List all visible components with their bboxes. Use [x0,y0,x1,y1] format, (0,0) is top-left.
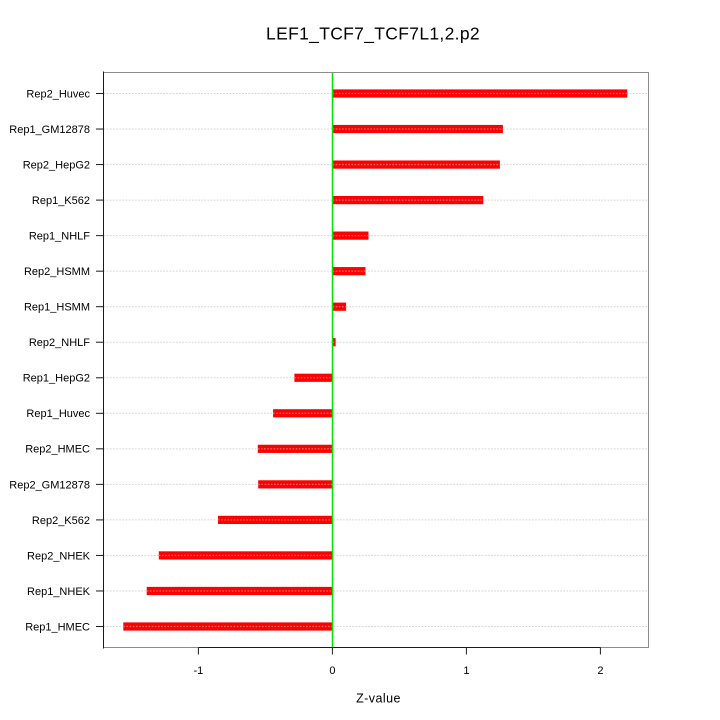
svg-text:LEF1_TCF7_TCF7L1,2.p2: LEF1_TCF7_TCF7L1,2.p2 [266,24,480,45]
svg-text:Rep2_HSMM: Rep2_HSMM [24,266,90,278]
svg-text:Rep1_HMEC: Rep1_HMEC [25,621,90,633]
svg-text:Rep2_NHEK: Rep2_NHEK [27,550,91,562]
svg-text:Rep1_NHLF: Rep1_NHLF [29,231,90,243]
svg-text:Rep1_HSMM: Rep1_HSMM [24,302,90,314]
svg-text:Rep2_GM12878: Rep2_GM12878 [9,479,90,491]
svg-text:2: 2 [597,665,603,677]
svg-text:Rep2_HepG2: Rep2_HepG2 [23,159,90,171]
svg-text:-1: -1 [194,665,204,677]
svg-text:0: 0 [329,665,335,677]
svg-text:Rep1_Huvec: Rep1_Huvec [26,408,90,420]
svg-text:Rep2_K562: Rep2_K562 [32,515,90,527]
svg-text:Z-value: Z-value [356,692,401,706]
svg-text:Rep2_NHLF: Rep2_NHLF [29,337,90,349]
svg-text:1: 1 [463,665,469,677]
svg-text:Rep2_HMEC: Rep2_HMEC [25,444,90,456]
svg-text:Rep1_K562: Rep1_K562 [32,195,90,207]
svg-text:Rep1_NHEK: Rep1_NHEK [27,586,91,598]
svg-text:Rep1_GM12878: Rep1_GM12878 [9,124,90,136]
svg-text:Rep2_Huvec: Rep2_Huvec [26,88,90,100]
svg-text:Rep1_HepG2: Rep1_HepG2 [23,373,90,385]
